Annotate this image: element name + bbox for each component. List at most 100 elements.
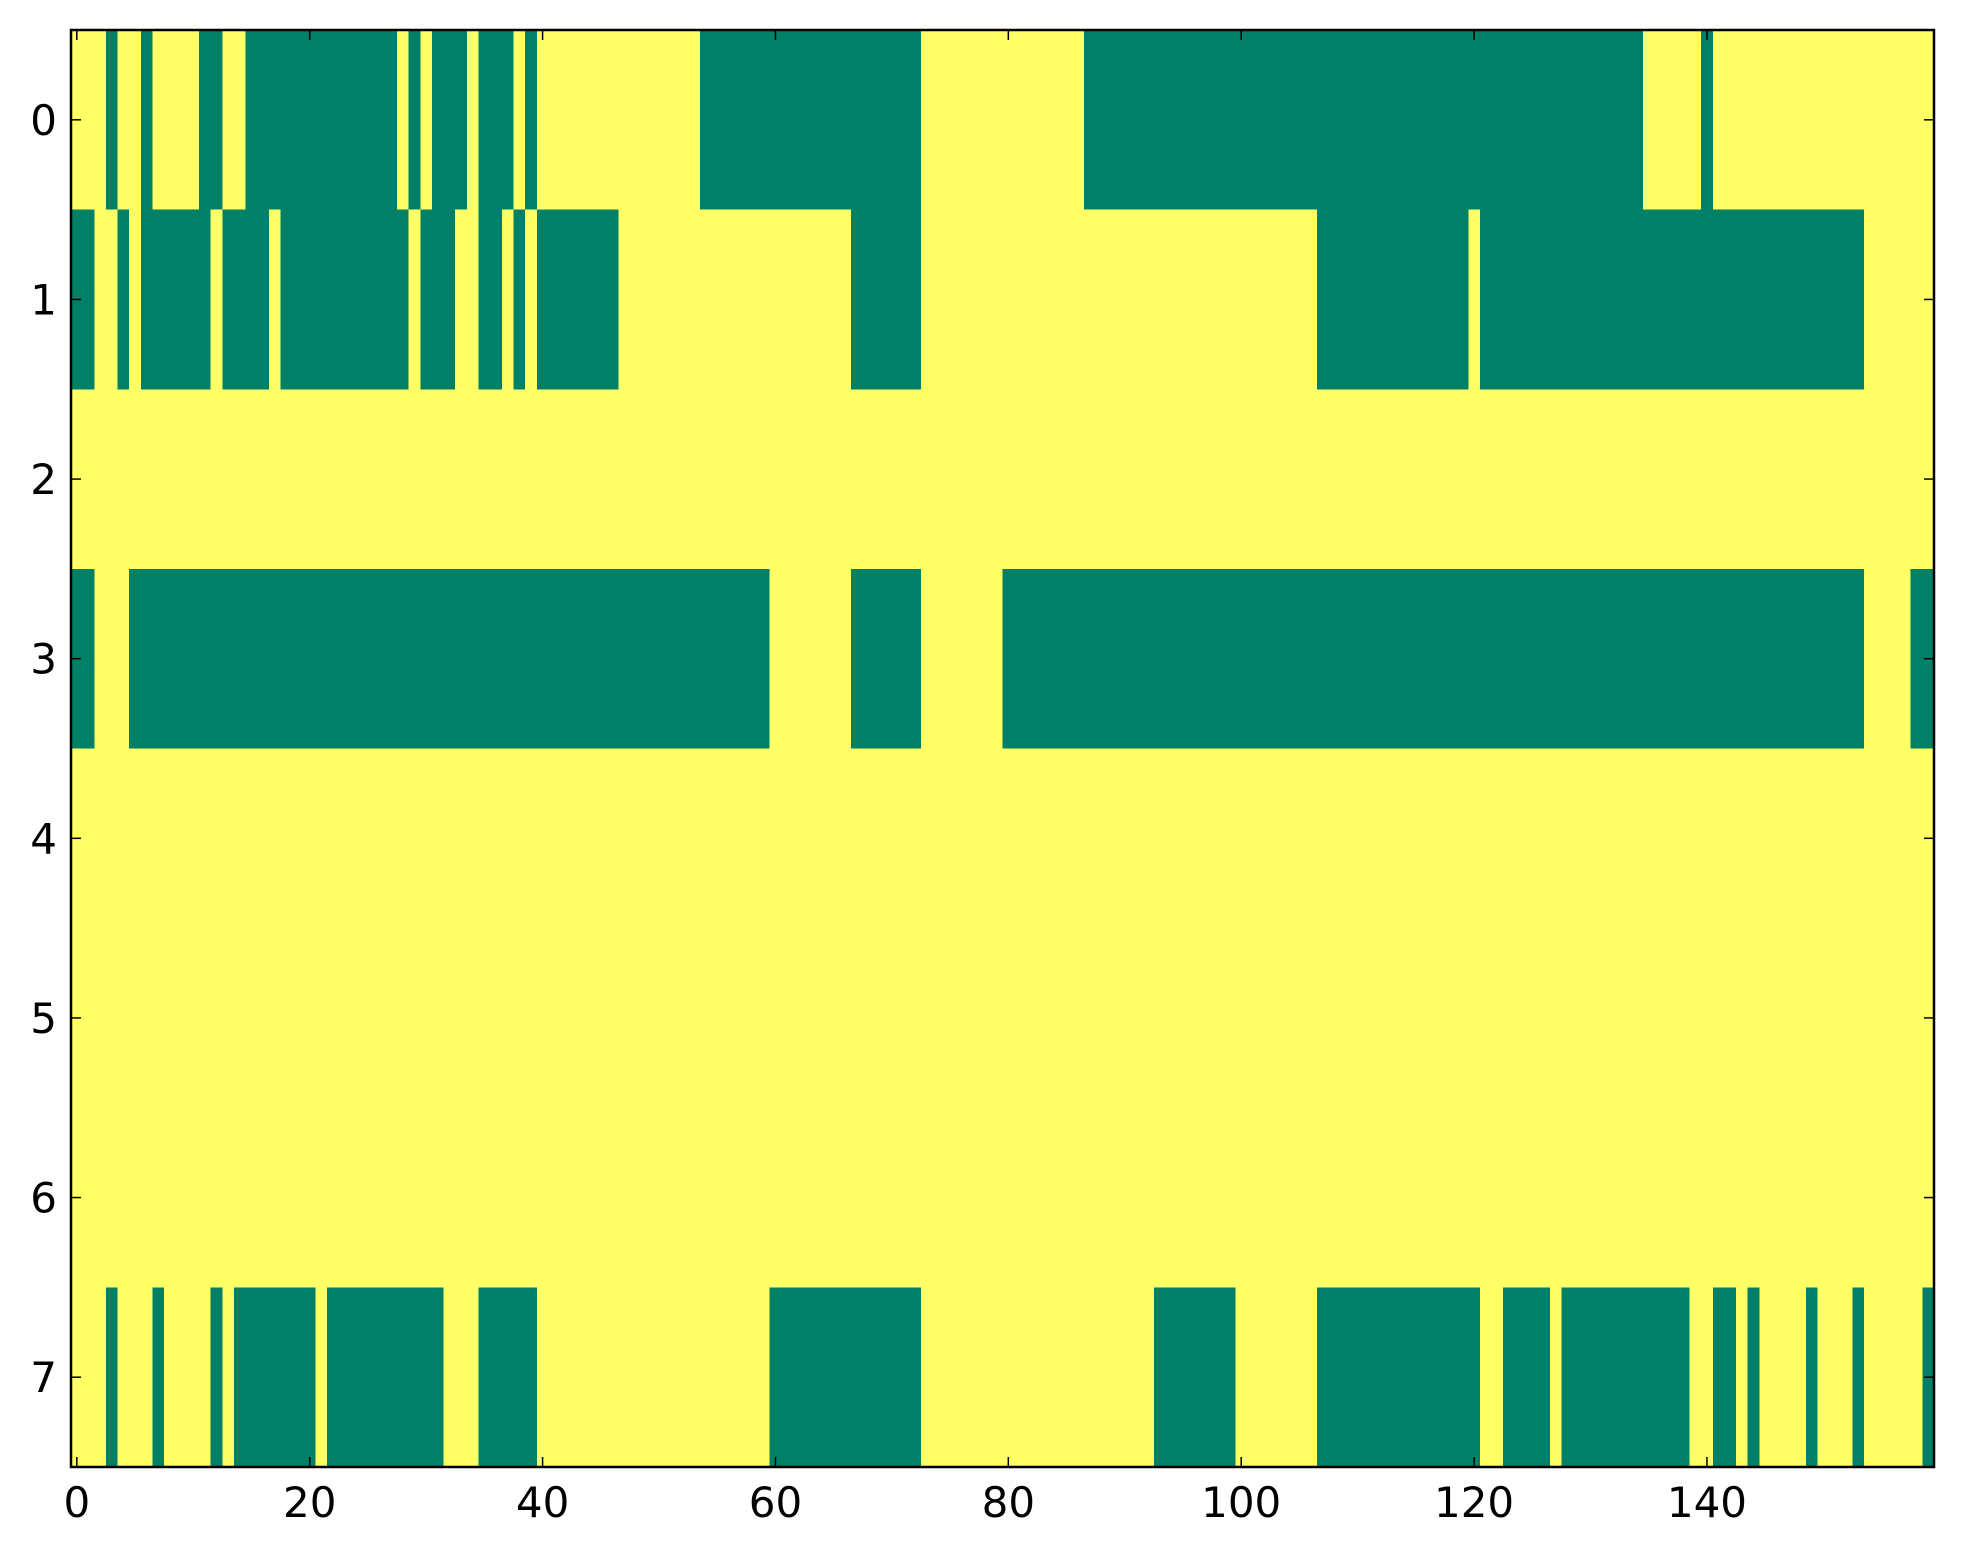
heatmap-cell [1887,30,1900,211]
heatmap-cell [1736,748,1749,929]
heatmap-cell [210,1107,223,1288]
heatmap-cell [234,1287,247,1468]
heatmap-cell [362,30,375,211]
heatmap-cell [571,928,584,1109]
heatmap-cell [920,30,934,211]
heatmap-cell [303,209,317,390]
heatmap-cell [932,748,945,929]
heatmap-cell [1095,748,1108,929]
heatmap-cell [641,568,654,750]
heatmap-cell [1805,30,1819,211]
heatmap-cell [1747,30,1760,211]
heatmap-cell [1410,748,1423,929]
heatmap-cell [210,209,223,390]
heatmap-cell [94,928,107,1109]
heatmap-cell [1596,928,1609,1109]
heatmap-cell [1316,568,1330,750]
heatmap-cell [105,1107,119,1288]
heatmap-cell [1794,1107,1807,1288]
heatmap-cell [82,1287,95,1468]
heatmap-cell [1736,30,1749,211]
heatmap-cell [1910,1107,1923,1288]
heatmap-cell [187,568,200,750]
heatmap-cell [1281,568,1295,750]
heatmap-cell [373,1107,386,1288]
heatmap-cell [1177,209,1190,390]
x-tick-label: 20 [283,1478,336,1527]
heatmap-cell [1351,748,1365,929]
heatmap-cell [1677,30,1691,211]
heatmap-cell [1223,389,1236,570]
heatmap-cell [536,1287,549,1468]
heatmap-cell [1712,928,1726,1109]
heatmap-cell [164,928,177,1109]
heatmap-cell [1351,1287,1365,1468]
heatmap-cell [1444,209,1458,390]
heatmap-cell [1281,389,1295,570]
heatmap-cell [618,1107,631,1288]
heatmap-cell [594,30,608,211]
heatmap-cell [571,568,584,750]
heatmap-cell [175,30,189,211]
heatmap-cell [1293,30,1306,211]
heatmap-cell [629,748,643,929]
heatmap-cell [804,568,817,750]
heatmap-cell [1759,928,1772,1109]
heatmap-cell [1316,1287,1330,1468]
heatmap-cell [1328,928,1341,1109]
heatmap-cell [1270,748,1283,929]
heatmap-cell [420,1107,433,1288]
heatmap-cell [851,389,864,570]
heatmap-cell [1014,209,1027,390]
heatmap-cell [1526,30,1539,211]
heatmap-cell [140,748,154,929]
heatmap-cell [1701,30,1714,211]
heatmap-cell [466,928,480,1109]
heatmap-cell [490,1107,503,1288]
heatmap-cell [1049,209,1062,390]
heatmap-cell [1084,30,1097,211]
heatmap-cell [560,209,573,390]
heatmap-cell [245,30,258,211]
heatmap-cell [909,748,922,929]
heatmap-cell [455,1107,468,1288]
heatmap-cell [548,748,561,929]
heatmap-cell [164,568,177,750]
heatmap-cell [338,748,352,929]
heatmap-cell [94,1107,107,1288]
heatmap-cell [513,209,526,390]
heatmap-cell [1514,568,1528,750]
heatmap-cell [560,928,573,1109]
heatmap-cell [874,748,887,929]
heatmap-cell [443,1107,456,1288]
heatmap-cell [1037,748,1050,929]
heatmap-cell [1794,748,1807,929]
heatmap-cell [1910,209,1923,390]
heatmap-cell [874,1287,887,1468]
heatmap-cell [525,30,538,211]
heatmap-cell [1747,389,1760,570]
heatmap-cell [909,928,922,1109]
heatmap-cell [490,748,503,929]
heatmap-cell [618,209,631,390]
heatmap-cell [757,748,771,929]
heatmap-cell [1631,928,1644,1109]
heatmap-cell [1305,568,1318,750]
heatmap-cell [210,748,223,929]
heatmap-cell [234,389,247,570]
heatmap-cell [1549,30,1562,211]
heatmap-cell [513,1107,526,1288]
heatmap-cell [711,1107,724,1288]
heatmap-cell [105,30,119,211]
heatmap-cell [1619,389,1632,570]
heatmap-cell [723,209,736,390]
heatmap-cell [420,30,433,211]
heatmap-cell [746,568,759,750]
heatmap-cell [245,748,258,929]
heatmap-cell [1270,928,1283,1109]
heatmap-cell [746,209,759,390]
heatmap-cell [1398,748,1411,929]
heatmap-cell [676,389,689,570]
heatmap-cell [1491,389,1504,570]
heatmap-cell [1491,928,1504,1109]
